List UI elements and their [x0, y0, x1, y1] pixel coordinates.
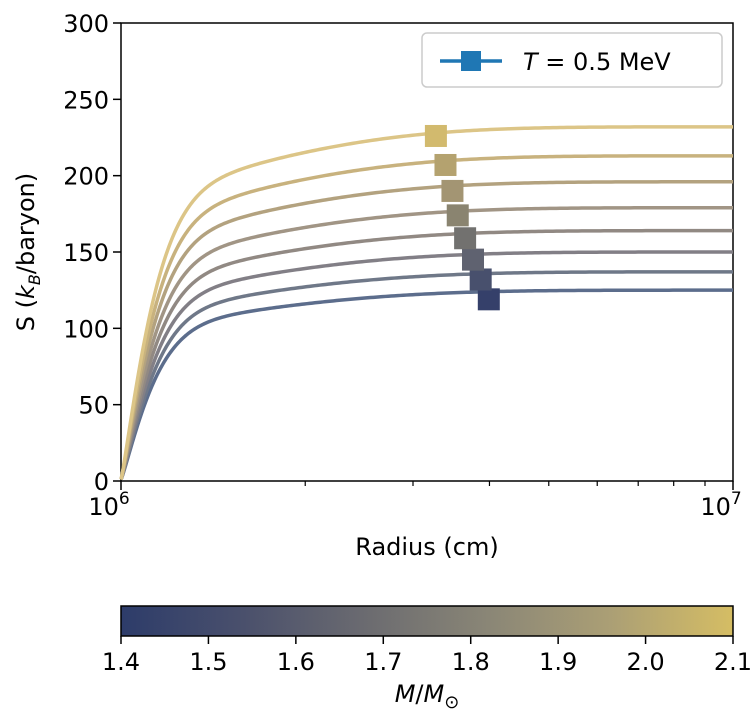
colorbar-tick-label: 1.9 [539, 648, 577, 676]
y-tick-label: 300 [63, 10, 109, 38]
marker-1-9 [441, 179, 464, 202]
y-axis-label: S (kB/baryon) [12, 173, 44, 331]
line-chart: 0 50 100 150 200 250 300 106 107 Radius (cm) S … [12, 10, 742, 561]
series-line-1-7 [119, 228, 733, 481]
colorbar-tick-label: 1.7 [364, 648, 402, 676]
marker-1-6 [462, 248, 485, 271]
series-line-1-4 [119, 288, 733, 482]
colorbar-tick-label: 1.5 [189, 648, 227, 676]
marker-1-5 [469, 268, 492, 291]
series-line-2 [119, 154, 733, 481]
series-line-2-1 [119, 125, 733, 481]
colorbar-ticks: 1.4 1.5 1.6 1.7 1.8 1.9 2.0 2.1 [102, 636, 752, 676]
legend: T = 0.5 MeV [421, 32, 723, 88]
y-tick-label: 0 [94, 468, 109, 496]
colorbar-label: M/M⊙ [395, 680, 460, 713]
series-line-1-6 [119, 250, 733, 482]
marker-1-8 [446, 204, 469, 227]
x-tick-label: 107 [700, 489, 741, 521]
y-tick-label: 100 [63, 315, 109, 343]
colorbar-tick-label: 1.4 [102, 648, 140, 676]
series-lines [119, 125, 733, 482]
colorbar-tick-label: 2.1 [714, 648, 752, 676]
y-tick-label: 250 [63, 86, 109, 114]
series-line-1-9 [119, 180, 733, 481]
colorbar-bar [120, 605, 734, 637]
x-axis-ticks: 106 107 [88, 481, 742, 521]
colorbar-tick-label: 1.6 [277, 648, 315, 676]
marker-1-7 [454, 227, 477, 250]
y-axis-ticks: 0 50 100 150 200 250 300 [63, 10, 121, 496]
legend-marker [461, 51, 481, 71]
marker-2 [434, 153, 457, 176]
marker-1-4 [477, 288, 500, 311]
series-markers [424, 124, 500, 311]
colorbar-tick-label: 2.0 [626, 648, 664, 676]
x-axis-label: Radius (cm) [355, 533, 498, 561]
series-line-1-5 [119, 270, 733, 482]
colorbar-tick-label: 1.8 [452, 648, 490, 676]
marker-2-1 [424, 124, 447, 147]
y-tick-label: 150 [63, 239, 109, 267]
series-line-1-8 [119, 205, 733, 481]
y-tick-label: 50 [78, 392, 109, 420]
legend-frame [421, 32, 723, 88]
y-tick-label: 200 [63, 163, 109, 191]
legend-label: T = 0.5 MeV [523, 48, 671, 76]
colorbar: 1.4 1.5 1.6 1.7 1.8 1.9 2.0 2.1 M/M⊙ [102, 605, 752, 713]
x-tick-label: 106 [88, 489, 129, 521]
